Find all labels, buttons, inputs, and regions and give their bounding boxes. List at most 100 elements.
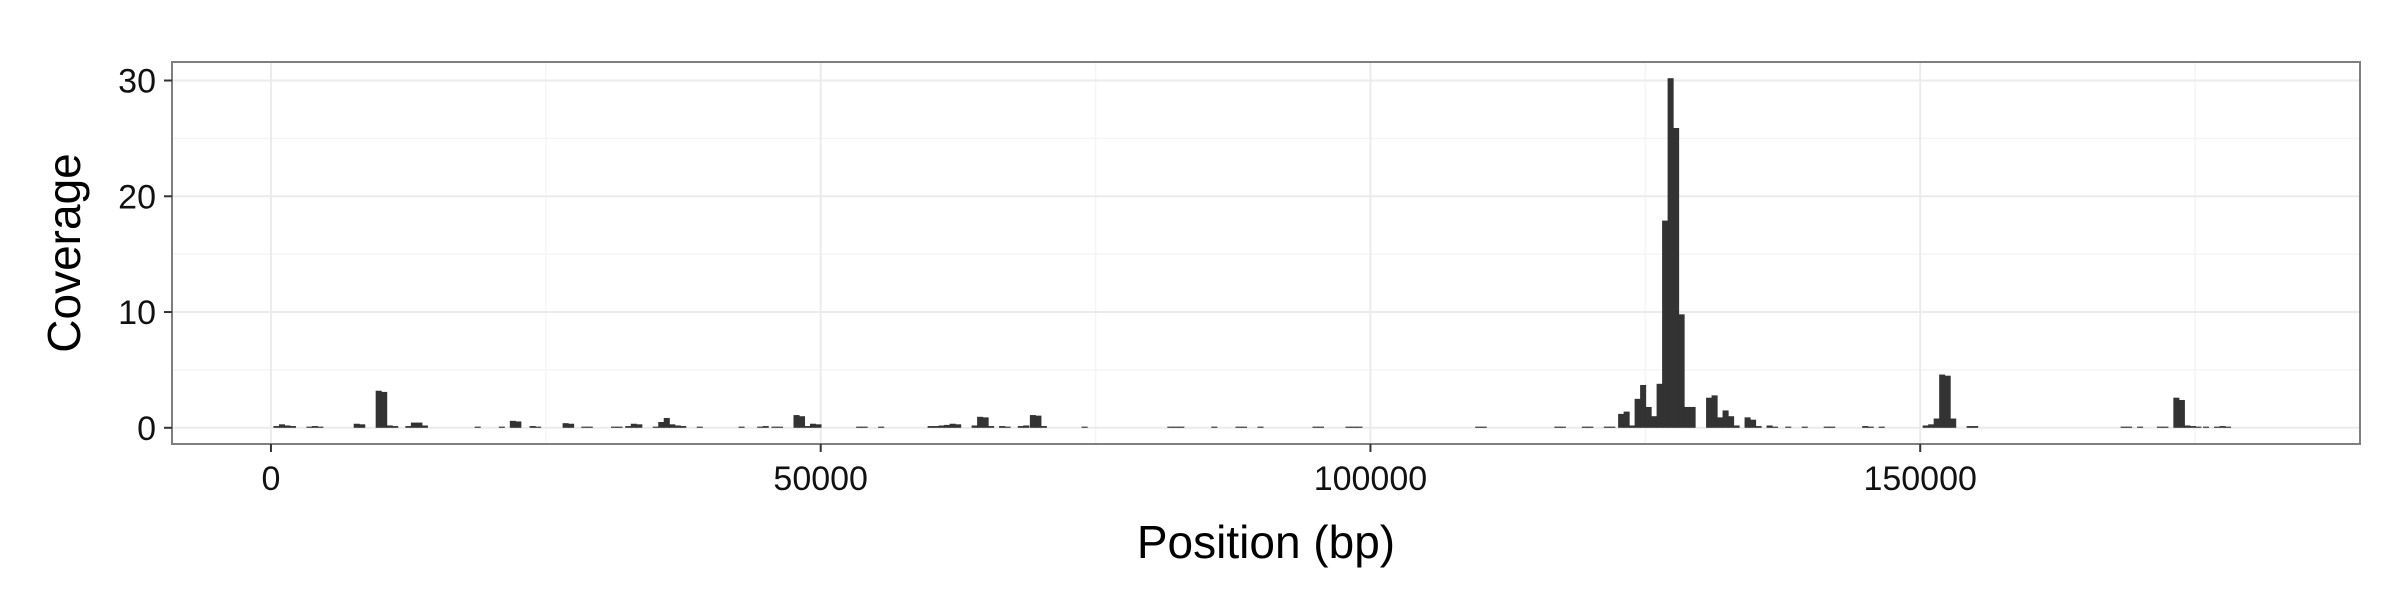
coverage-bar [982, 417, 989, 428]
coverage-bar [1559, 426, 1566, 428]
coverage-bar [581, 426, 588, 428]
coverage-bar [1950, 418, 1957, 428]
coverage-bar [2126, 426, 2133, 428]
coverage-bar [353, 423, 360, 428]
coverage-bar [809, 423, 817, 428]
coverage-bar [278, 424, 285, 428]
coverage-bar [311, 426, 318, 428]
axes: 0 50000 100000 150000 0 10 20 30 [118, 63, 1977, 498]
coverage-bar [1235, 426, 1242, 428]
coverage-bar [944, 424, 951, 428]
coverage-bar [284, 425, 291, 428]
coverage-bar [586, 426, 593, 428]
coverage-bar [1706, 397, 1713, 428]
coverage-bar [636, 424, 643, 428]
coverage-bar [2203, 426, 2210, 428]
coverage-bar [1717, 417, 1724, 428]
coverage-bar [1928, 424, 1935, 428]
coverage-bar [1829, 426, 1836, 428]
coverage-bar [1634, 398, 1641, 428]
coverage-bar [938, 425, 945, 428]
coverage-bar [1662, 220, 1669, 428]
panel-border [171, 61, 2361, 445]
coverage-bar [1475, 426, 1482, 428]
coverage-bar [375, 390, 382, 428]
coverage-bar [1939, 374, 1946, 428]
coverage-bar [410, 422, 417, 428]
coverage-bar [616, 426, 623, 428]
coverage-bar [1944, 375, 1951, 428]
coverage-bar [1728, 416, 1735, 428]
coverage-bar [416, 422, 423, 428]
coverage-bar [1629, 425, 1636, 428]
coverage-bar [359, 424, 366, 428]
coverage-bar [568, 423, 575, 428]
y-tick-label: 30 [118, 63, 156, 101]
coverage-bar [1480, 426, 1487, 428]
coverage-bar [971, 425, 978, 428]
coverage-bar [793, 415, 800, 428]
coverage-bar [509, 420, 516, 428]
coverage-bar [1645, 406, 1652, 428]
coverage-bar [652, 426, 659, 428]
coverage-bar [1922, 425, 1929, 428]
coverage-bar [1673, 127, 1680, 428]
coverage-bar [625, 426, 632, 428]
coverage-bar [1554, 426, 1561, 428]
coverage-bar [977, 416, 984, 428]
coverage-bar [1211, 426, 1218, 428]
coverage-bar [1640, 384, 1647, 428]
coverage-bar [421, 425, 428, 428]
coverage-bar [669, 424, 676, 428]
coverage-bar [515, 421, 522, 428]
bar-series [273, 78, 2232, 428]
coverage-bar [1040, 426, 1047, 428]
coverage-bar [1862, 426, 1869, 428]
y-tick-label: 10 [118, 294, 156, 332]
coverage-bar [1017, 426, 1024, 428]
coverage-bar [696, 426, 703, 428]
coverage-bar [1678, 314, 1685, 428]
coverage-bar [2219, 426, 2226, 428]
coverage-bar [999, 426, 1006, 428]
coverage-bar [1867, 426, 1874, 428]
coverage-bar [1766, 425, 1773, 428]
x-tick-label: 50000 [773, 460, 868, 498]
coverage-bar [1933, 418, 1940, 428]
coverage-bar [1801, 426, 1808, 428]
coverage-bar [405, 426, 412, 428]
y-axis-title: Coverage [38, 153, 90, 352]
coverage-bar [562, 423, 569, 428]
coverage-bar [1823, 426, 1830, 428]
coverage-bar [1356, 426, 1363, 428]
coverage-bar [2173, 397, 2180, 428]
coverage-bar [861, 426, 868, 428]
coverage-bar [933, 426, 940, 428]
coverage-bar [674, 425, 681, 428]
coverage-bar [306, 426, 313, 428]
coverage-bar [2225, 426, 2232, 428]
coverage-bar [949, 423, 956, 428]
coverage-bar [610, 426, 618, 428]
coverage-bar [498, 426, 505, 428]
coverage-bar [804, 426, 811, 428]
coverage-bar [2189, 426, 2196, 428]
coverage-bar [1623, 411, 1630, 428]
coverage-bar [1755, 426, 1762, 428]
coverage-bar [1081, 426, 1088, 428]
coverage-bar [1684, 406, 1691, 428]
coverage-bar [1345, 426, 1352, 428]
x-tick-label: 150000 [1863, 460, 1976, 498]
coverage-bar [1023, 425, 1030, 428]
coverage-bar [856, 426, 863, 428]
coverage-bar [392, 426, 399, 428]
panel-background [172, 62, 2360, 444]
coverage-bar [1667, 78, 1674, 428]
coverage-bar [386, 425, 393, 428]
coverage-bar [738, 426, 745, 428]
coverage-bar [289, 426, 296, 428]
coverage-bar [1609, 426, 1616, 428]
coverage-bar [1772, 426, 1779, 428]
coverage-bar [988, 426, 995, 428]
